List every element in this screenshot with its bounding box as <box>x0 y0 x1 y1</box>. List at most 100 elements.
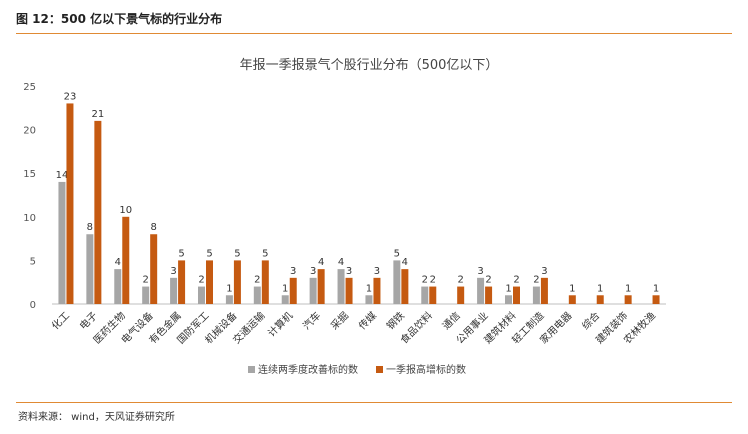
data-label: 5 <box>206 248 212 259</box>
data-label: 4 <box>115 257 121 268</box>
bar-orange <box>66 103 74 304</box>
data-label: 5 <box>394 248 400 259</box>
bar-gray <box>281 295 289 304</box>
bar-gray <box>393 260 401 304</box>
data-label: 8 <box>87 222 93 233</box>
category-label: 综合 <box>579 309 602 332</box>
data-label: 1 <box>226 283 232 294</box>
data-label: 1 <box>653 283 659 294</box>
bar-orange <box>624 295 632 304</box>
legend-swatch <box>248 366 255 373</box>
bar-orange <box>178 260 186 304</box>
data-label: 1 <box>366 283 372 294</box>
bar-gray <box>58 181 66 304</box>
data-label: 2 <box>533 275 539 286</box>
data-label: 3 <box>541 266 547 277</box>
bar-gray <box>505 295 512 304</box>
figure-caption: 图 12：500 亿以下景气标的行业分布 <box>16 12 223 26</box>
bar-orange <box>568 295 576 304</box>
data-label: 10 <box>119 205 132 216</box>
bar-gray <box>170 277 178 304</box>
data-label: 5 <box>262 248 268 259</box>
bar-gray <box>337 269 345 304</box>
data-label: 2 <box>422 275 428 286</box>
bar-gray <box>477 277 485 304</box>
legend-swatch <box>376 366 383 373</box>
data-label: 2 <box>142 275 148 286</box>
data-label: 8 <box>150 222 156 233</box>
data-label: 2 <box>457 275 463 286</box>
bar-gray <box>198 286 205 304</box>
data-label: 3 <box>310 266 316 277</box>
legend-label: 一季报高增标的数 <box>386 363 466 376</box>
data-label: 2 <box>513 275 519 286</box>
bar-orange <box>261 260 269 304</box>
bar-gray <box>365 295 373 304</box>
data-label: 2 <box>430 275 436 286</box>
data-label: 2 <box>198 275 204 286</box>
category-label: 电子 <box>77 309 100 332</box>
data-label: 1 <box>282 283 288 294</box>
bar-gray <box>225 295 233 304</box>
bar-orange <box>122 216 130 304</box>
data-label: 3 <box>374 266 380 277</box>
category-label: 钢铁 <box>384 309 407 332</box>
bar-orange <box>345 277 353 304</box>
data-label: 2 <box>485 275 491 286</box>
bar-orange <box>317 269 325 304</box>
bar-orange <box>596 295 604 304</box>
bar-orange <box>373 277 381 304</box>
footer-divider <box>16 402 732 403</box>
bar-chart: 年报一季报景气个股行业分布（500亿以下）0510152025148423212… <box>23 57 666 376</box>
legend-label: 连续两季度改善标的数 <box>258 363 358 376</box>
bar-orange <box>540 277 548 304</box>
bar-gray <box>532 286 540 304</box>
y-tick-label: 20 <box>23 126 36 137</box>
category-label: 化工 <box>49 309 72 332</box>
data-label: 3 <box>477 266 483 277</box>
bar-gray <box>253 286 261 304</box>
chart-title: 年报一季报景气个股行业分布（500亿以下） <box>240 57 499 73</box>
category-label: 传媒 <box>356 310 379 333</box>
header-divider <box>16 33 732 34</box>
data-label: 1 <box>505 283 511 294</box>
bar-orange <box>652 295 660 304</box>
data-label: 4 <box>318 257 324 268</box>
bar-gray <box>142 286 150 304</box>
category-label: 汽车 <box>300 309 323 332</box>
bar-orange <box>513 286 520 304</box>
y-tick-label: 10 <box>23 213 36 224</box>
bar-gray <box>309 277 317 304</box>
category-label: 采掘 <box>328 309 351 332</box>
category-label: 通信 <box>440 310 463 333</box>
bar-gray <box>114 269 122 304</box>
data-label: 4 <box>338 257 344 268</box>
bar-orange <box>233 260 241 304</box>
bar-orange <box>150 234 158 304</box>
bar-gray <box>421 286 429 304</box>
bar-orange <box>401 269 409 304</box>
data-label: 5 <box>234 248 240 259</box>
bar-orange <box>485 286 493 304</box>
data-label: 1 <box>625 283 631 294</box>
bar-orange <box>94 120 102 304</box>
data-label: 21 <box>91 109 104 120</box>
y-tick-label: 0 <box>30 300 36 311</box>
data-label: 3 <box>170 266 176 277</box>
data-label: 5 <box>178 248 184 259</box>
data-label: 3 <box>346 266 352 277</box>
data-label: 1 <box>569 283 575 294</box>
data-label: 2 <box>254 275 260 286</box>
bar-orange <box>206 260 213 304</box>
bar-orange <box>429 286 437 304</box>
y-tick-label: 15 <box>23 169 36 180</box>
data-label: 4 <box>402 257 408 268</box>
data-label: 14 <box>56 170 69 181</box>
y-tick-label: 25 <box>23 82 36 93</box>
y-tick-label: 5 <box>30 256 36 267</box>
category-label: 计算机 <box>265 309 295 339</box>
data-label: 3 <box>290 266 296 277</box>
bar-orange <box>457 286 465 304</box>
bar-gray <box>86 234 94 304</box>
data-label: 1 <box>597 283 603 294</box>
